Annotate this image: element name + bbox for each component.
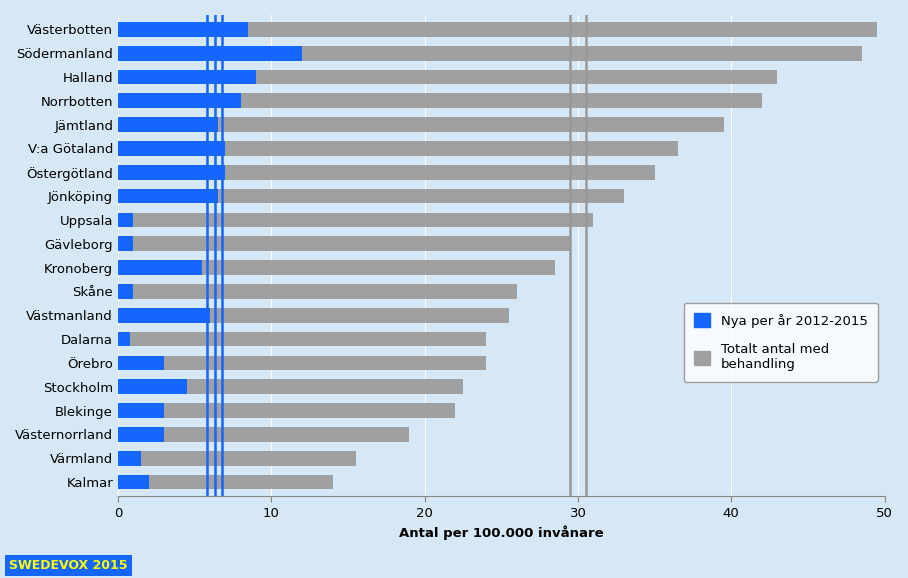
Bar xyxy=(118,260,202,275)
Text: SWEDEVOX 2015: SWEDEVOX 2015 xyxy=(9,560,128,572)
Bar xyxy=(118,475,149,490)
Legend: Nya per år 2012-2015, Totalt antal med
behandling: Nya per år 2012-2015, Totalt antal med b… xyxy=(684,303,878,382)
Bar xyxy=(118,69,256,84)
Bar xyxy=(118,427,410,442)
Bar xyxy=(118,379,187,394)
Bar xyxy=(118,475,332,490)
Bar xyxy=(118,117,218,132)
Bar xyxy=(118,308,210,323)
Bar xyxy=(118,22,877,36)
Bar xyxy=(118,451,356,466)
Bar xyxy=(118,22,248,36)
Bar xyxy=(118,284,517,299)
Bar xyxy=(118,141,225,156)
Bar xyxy=(118,236,133,251)
Bar xyxy=(118,69,777,84)
Bar xyxy=(118,117,724,132)
Bar xyxy=(118,284,133,299)
Bar xyxy=(118,213,593,227)
Bar xyxy=(118,427,164,442)
Bar xyxy=(118,46,862,61)
Bar xyxy=(118,308,509,323)
Bar xyxy=(118,451,141,466)
X-axis label: Antal per 100.000 invånare: Antal per 100.000 invånare xyxy=(399,525,604,540)
Bar xyxy=(118,94,241,108)
Bar xyxy=(118,165,225,180)
Bar xyxy=(118,355,486,370)
Bar xyxy=(118,213,133,227)
Bar xyxy=(118,165,655,180)
Bar xyxy=(118,141,677,156)
Bar xyxy=(118,379,463,394)
Bar xyxy=(118,236,570,251)
Bar xyxy=(118,188,624,203)
Bar xyxy=(118,403,455,418)
Bar xyxy=(118,46,302,61)
Bar xyxy=(118,403,164,418)
Bar xyxy=(118,355,164,370)
Bar xyxy=(118,94,762,108)
Bar xyxy=(118,188,218,203)
Bar xyxy=(118,260,555,275)
Bar xyxy=(118,332,486,346)
Bar xyxy=(118,332,130,346)
